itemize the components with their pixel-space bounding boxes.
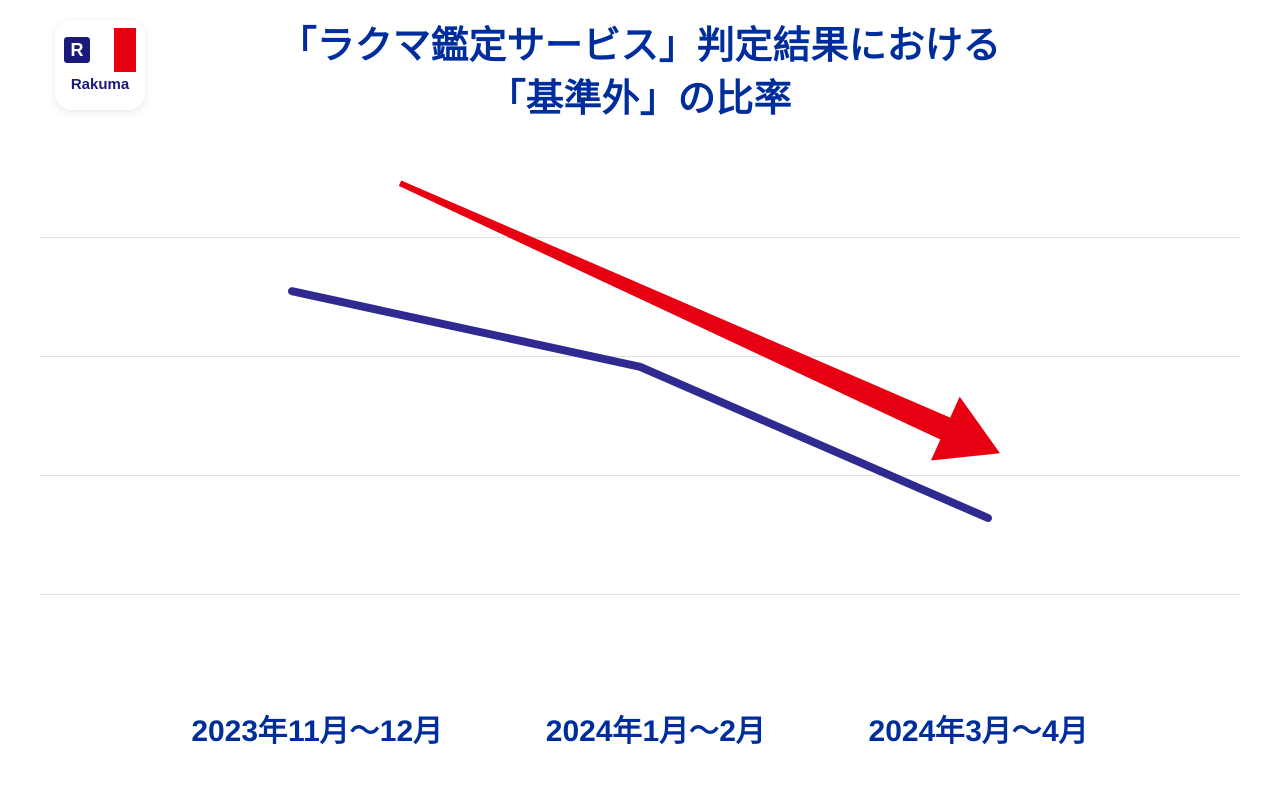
- chart-area: [40, 140, 1240, 680]
- title-line-1: 「ラクマ鑑定サービス」判定結果における: [279, 25, 1001, 67]
- chart-title: 「ラクマ鑑定サービス」判定結果における 「基準外」の比率: [0, 20, 1280, 126]
- title-line-2: 「基準外」の比率: [488, 78, 792, 120]
- x-axis-label: 2024年3月〜4月: [869, 706, 1089, 750]
- x-axis-labels: 2023年11月〜12月 2024年1月〜2月 2024年3月〜4月: [40, 706, 1240, 750]
- chart-svg: [40, 140, 1240, 680]
- x-axis-label: 2024年1月〜2月: [546, 706, 766, 750]
- x-axis-label: 2023年11月〜12月: [191, 706, 443, 750]
- trend-arrow: [399, 180, 1000, 460]
